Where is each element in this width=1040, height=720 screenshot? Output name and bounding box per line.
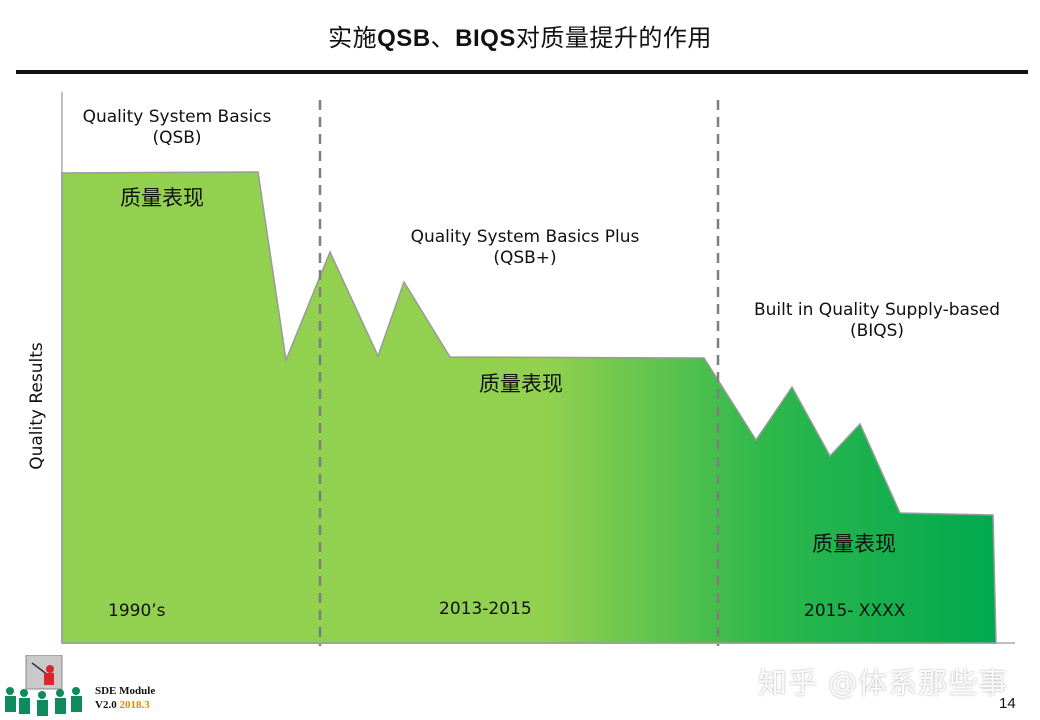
- y-axis-label: Quality Results: [27, 342, 47, 470]
- phase-qsbplus-abbr: (QSB+): [493, 248, 557, 268]
- quality-label-biqs: 质量表现: [812, 532, 896, 556]
- quality-label-qsbplus: 质量表现: [479, 372, 563, 396]
- footer-version-line: V2.0 2018.3: [95, 698, 155, 712]
- page-number: 14: [999, 695, 1016, 712]
- title-biqs: BIQS: [455, 25, 516, 52]
- footer-date: 2018.3: [119, 699, 150, 711]
- slide-title: 实施QSB、BIQS对质量提升的作用: [0, 18, 1040, 53]
- phase-qsb-heading: Quality System Basics (QSB): [60, 107, 294, 149]
- quality-results-area: [61, 171, 997, 644]
- title-sep: 、: [430, 24, 456, 52]
- title-suffix: 对质量提升的作用: [515, 24, 712, 52]
- sde-logo-icon: [5, 655, 82, 716]
- footer-module-name: SDE Module: [95, 685, 156, 697]
- phase-biqs-abbr: (BIQS): [849, 321, 905, 341]
- period-label-biqs: 2015- XXXX: [804, 601, 906, 621]
- title-prefix: 实施: [328, 24, 378, 52]
- period-label-qsb: 1990’s: [108, 601, 166, 621]
- title-qsb: QSB: [377, 25, 431, 52]
- watermark: 知乎 @体系那些事: [758, 666, 1009, 700]
- phase-qsb-abbr: (QSB): [152, 128, 202, 148]
- phase-qsb-name: Quality System Basics: [82, 107, 272, 127]
- phase-qsbplus-name: Quality System Basics Plus: [410, 227, 640, 247]
- phase-biqs-name: Built in Quality Supply-based: [753, 300, 1001, 320]
- footer-version: V2.0: [95, 699, 117, 711]
- footer-module: SDE Module V2.0 2018.3: [95, 684, 155, 712]
- period-label-qsbplus: 2013-2015: [439, 599, 532, 619]
- title-divider: [16, 70, 1028, 74]
- phase-biqs-heading: Built in Quality Supply-based (BIQS): [732, 300, 1022, 342]
- quality-label-qsb: 质量表现: [120, 186, 204, 210]
- phase-qsbplus-heading: Quality System Basics Plus (QSB+): [380, 227, 670, 269]
